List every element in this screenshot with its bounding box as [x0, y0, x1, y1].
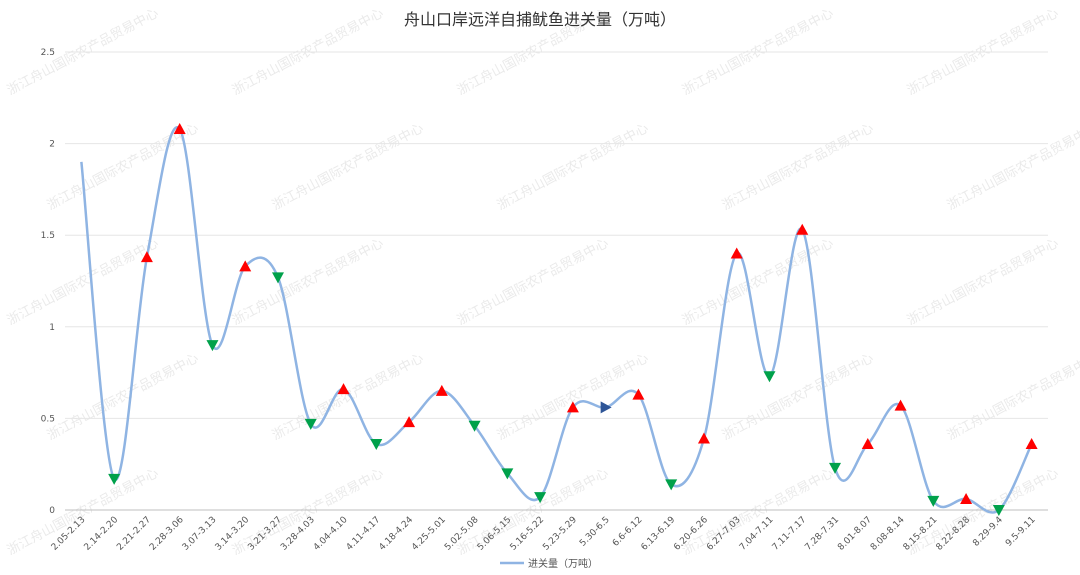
marker-up	[1025, 438, 1038, 450]
watermark-text: 浙江舟山国际农产品贸易中心	[905, 236, 1061, 329]
marker-layer	[108, 122, 1038, 516]
watermark-text: 浙江舟山国际农产品贸易中心	[455, 236, 611, 329]
legend-label: 进关量（万吨）	[528, 557, 598, 570]
y-tick-label: 0	[49, 506, 55, 516]
watermark-text: 浙江舟山国际农产品贸易中心	[945, 351, 1080, 444]
x-tick-label: 6.13-6.19	[640, 515, 678, 553]
x-tick-label: 4.11-4.17	[345, 515, 383, 553]
x-tick-label: 8.01-8.07	[836, 515, 874, 553]
grid-lines	[65, 51, 1048, 511]
watermark-text: 浙江舟山国际农产品贸易中心	[720, 121, 876, 214]
marker-right	[600, 401, 612, 414]
x-tick-label: 2.28-3.06	[148, 515, 186, 553]
x-tick-label: 4.25-5.01	[410, 515, 448, 553]
chart-title: 舟山口岸远洋自捕鱿鱼进关量（万吨）	[404, 10, 676, 29]
marker-down	[304, 418, 317, 430]
marker-up	[861, 438, 874, 450]
watermark-text: 浙江舟山国际农产品贸易中心	[905, 466, 1061, 559]
marker-down	[665, 479, 678, 491]
marker-down	[829, 462, 842, 474]
y-tick-label: 2.5	[41, 48, 55, 58]
marker-down	[108, 473, 121, 485]
watermark-text: 浙江舟山国际农产品贸易中心	[230, 236, 386, 329]
marker-up	[337, 383, 350, 395]
marker-up	[796, 223, 809, 235]
marker-up	[239, 260, 252, 272]
watermark-text: 浙江舟山国际农产品贸易中心	[45, 351, 201, 444]
watermark-text: 浙江舟山国际农产品贸易中心	[495, 121, 651, 214]
marker-down	[763, 371, 776, 383]
watermark-text: 浙江舟山国际农产品贸易中心	[270, 121, 426, 214]
marker-up	[173, 122, 186, 134]
y-axis-ticks: 0 0.5 1 1.5 2 2.5	[41, 48, 56, 516]
x-tick-label: 8.08-8.14	[869, 515, 907, 553]
marker-up	[960, 493, 973, 505]
x-tick-label: 4.18-4.24	[377, 515, 415, 553]
watermark-text: 浙江舟山国际农产品贸易中心	[720, 351, 876, 444]
marker-down	[927, 495, 940, 507]
x-tick-label: 4.04-4.10	[312, 515, 350, 553]
marker-down	[206, 340, 219, 352]
marker-up	[566, 401, 579, 413]
marker-down	[271, 272, 284, 284]
x-tick-label: 9.5-9.11	[1004, 515, 1038, 549]
watermark-layer: 浙江舟山国际农产品贸易中心 浙江舟山国际农产品贸易中心 浙江舟山国际农产品贸易中心浙…	[5, 6, 1080, 559]
marker-up	[435, 384, 448, 396]
marker-up	[632, 388, 645, 400]
marker-down	[468, 420, 481, 432]
marker-up	[730, 247, 743, 259]
watermark-text: 浙江舟山国际农产品贸易中心	[495, 351, 651, 444]
x-tick-label: 5.23-5.29	[541, 515, 579, 553]
marker-down	[992, 505, 1005, 516]
x-tick-label: 5.30-6.5	[578, 515, 612, 549]
marker-up	[403, 416, 416, 428]
marker-up	[697, 432, 710, 444]
series-line	[80, 126, 1033, 514]
marker-up	[140, 251, 153, 263]
legend: 进关量（万吨）	[500, 557, 598, 570]
marker-down	[534, 492, 547, 504]
y-tick-label: 1	[49, 323, 55, 333]
marker-down	[370, 439, 383, 451]
x-tick-label: 7.28-7.31	[803, 515, 841, 553]
watermark-text: 浙江舟山国际农产品贸易中心	[45, 121, 201, 214]
x-tick-label: 3.07-3.13	[181, 515, 219, 553]
x-tick-label: 2.14-2.20	[83, 515, 121, 553]
marker-up	[894, 399, 907, 411]
series-layer	[80, 126, 1033, 514]
x-tick-label: 6.6-6.12	[611, 515, 645, 549]
watermark-text: 浙江舟山国际农产品贸易中心	[945, 121, 1080, 214]
marker-down	[501, 468, 514, 480]
y-tick-label: 2	[49, 140, 55, 150]
x-axis-ticks: 2.05-2.132.14-2.202.21-2.272.28-3.063.07…	[50, 515, 1038, 553]
y-tick-label: 1.5	[41, 231, 55, 241]
watermark-text: 浙江舟山国际农产品贸易中心	[5, 236, 161, 329]
x-tick-label: 2.21-2.27	[115, 515, 153, 553]
x-tick-label: 7.11-7.17	[771, 515, 809, 553]
y-tick-label: 0.5	[41, 414, 55, 424]
